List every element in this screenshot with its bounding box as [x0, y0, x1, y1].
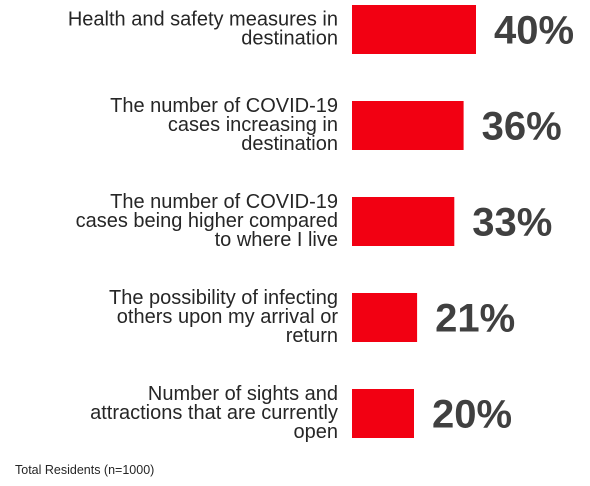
category-label-line: destination: [241, 28, 338, 50]
category-label-line: open: [294, 421, 339, 443]
category-label-2: The number of COVID-19 cases being higher…: [76, 191, 338, 251]
category-label-line: cases increasing in: [168, 114, 338, 136]
bar-2: [352, 197, 455, 246]
bar-0: [352, 5, 476, 54]
category-label-4: Number of sights and attractions that are…: [90, 383, 338, 443]
bar-1: [352, 101, 464, 150]
category-label-1: The number of COVID-19 cases increasing i…: [110, 95, 338, 155]
category-label-line: The number of COVID-19: [110, 95, 338, 117]
category-label-line: return: [286, 325, 338, 347]
footnote: Total Residents (n=1000): [15, 463, 155, 477]
category-label-line: The number of COVID-19: [110, 191, 338, 213]
category-label-line: destination: [241, 133, 338, 155]
value-label-4: 20%: [432, 393, 512, 437]
category-label-line: cases being higher compared: [76, 210, 338, 232]
category-label-3: The possibility of infecting others upon …: [109, 287, 338, 347]
value-label-0: 40%: [494, 9, 574, 53]
bar-4: [352, 389, 414, 438]
category-label-line: to where I live: [215, 229, 338, 251]
value-label-1: 36%: [482, 105, 562, 149]
category-label-line: Health and safety measures in: [68, 9, 338, 31]
value-label-2: 33%: [472, 201, 552, 245]
category-label-line: others upon my arrival or: [117, 306, 339, 328]
category-label-0: Health and safety measures in destination: [68, 9, 338, 50]
bar-3: [352, 293, 418, 342]
value-label-3: 21%: [435, 297, 515, 341]
category-label-line: Number of sights and: [148, 383, 338, 405]
category-label-line: attractions that are currently: [90, 402, 338, 424]
category-label-line: The possibility of infecting: [109, 287, 338, 309]
